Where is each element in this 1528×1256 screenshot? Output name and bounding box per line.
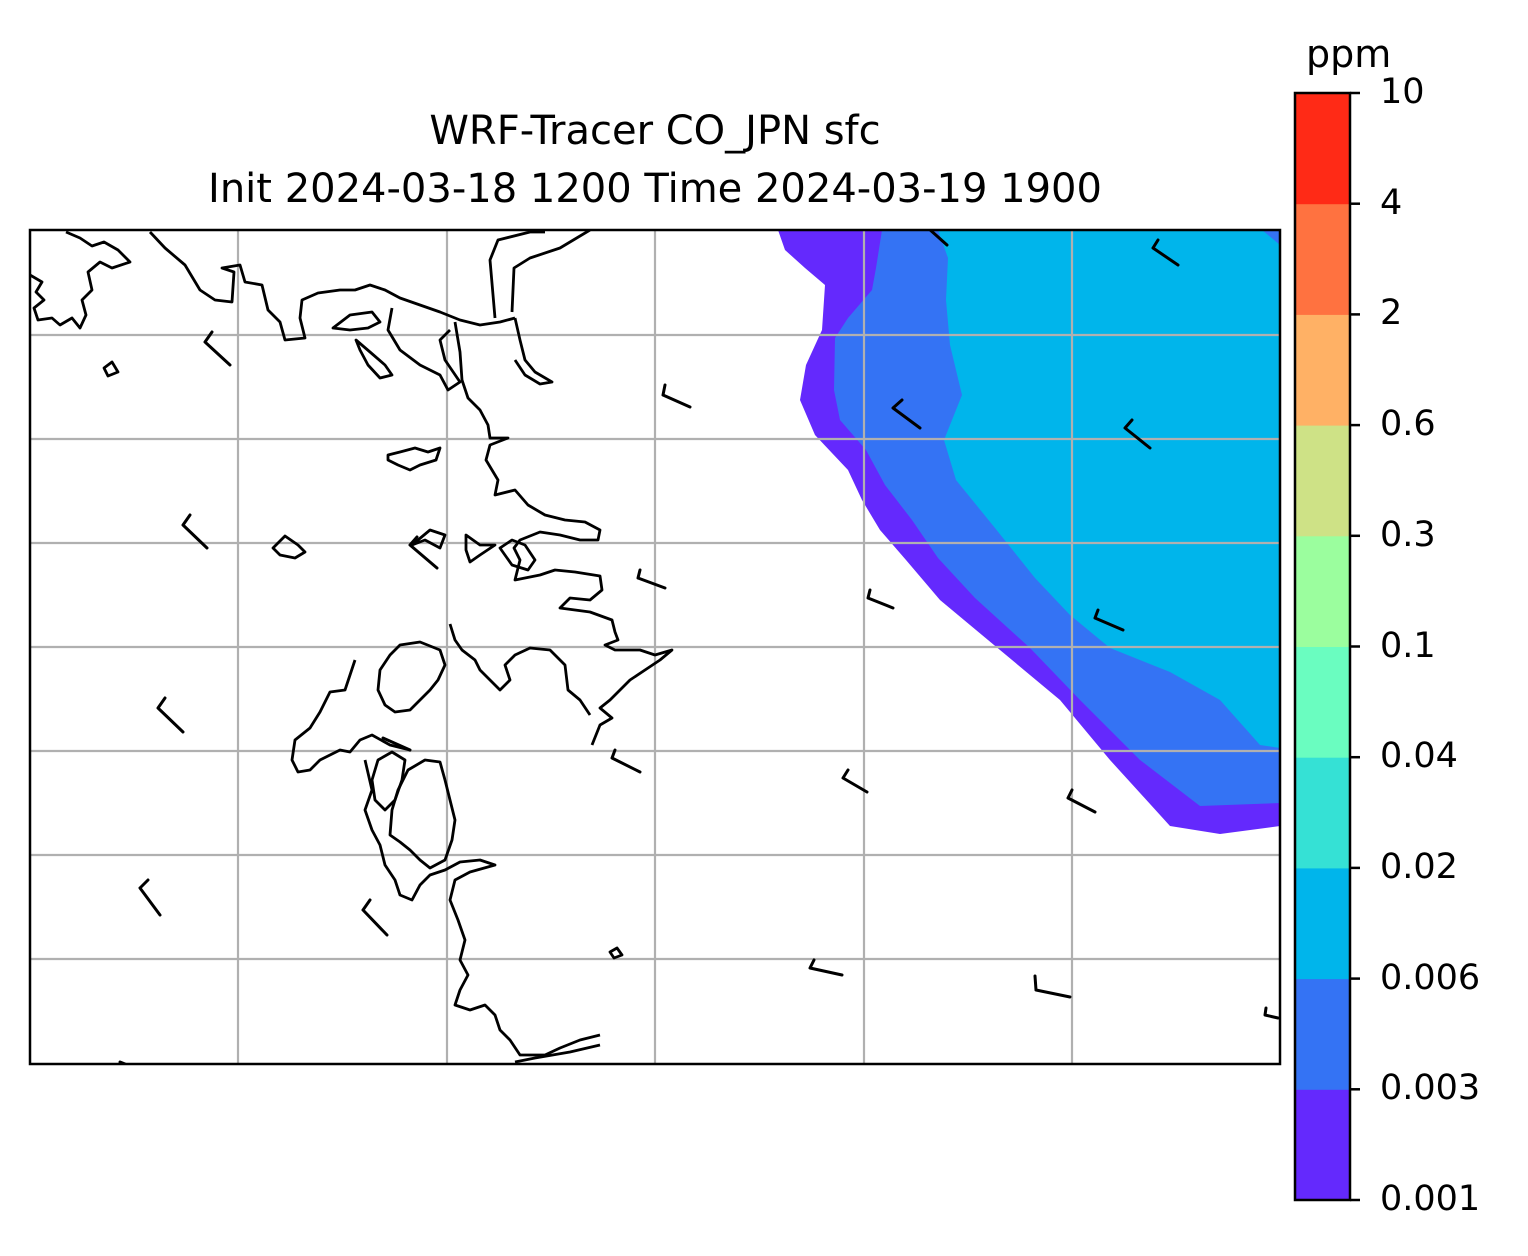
colorbar-tick-label: 0.04 xyxy=(1380,736,1458,777)
map-gridlines xyxy=(30,230,1280,1064)
colorbar-tick-label: 0.006 xyxy=(1380,957,1481,998)
colorbar-segment xyxy=(1295,535,1350,647)
colorbar-segment xyxy=(1295,93,1350,205)
wind-barb-icon xyxy=(118,230,1280,1064)
colorbar-segment xyxy=(1295,425,1350,537)
map-frame xyxy=(28,228,1282,1066)
colorbar-segment xyxy=(1295,646,1350,758)
colorbar-tick-label: 0.6 xyxy=(1380,404,1436,445)
colorbar-segment xyxy=(1295,978,1350,1090)
colorbar-segment xyxy=(1295,867,1350,980)
colorbar-segment xyxy=(1295,1089,1350,1201)
figure-subtitle: Init 2024-03-18 1200 Time 2024-03-19 190… xyxy=(208,166,1102,212)
colorbar-segment xyxy=(1295,203,1350,315)
colorbar-tick-label: 0.02 xyxy=(1380,846,1458,887)
contour-band-3 xyxy=(938,230,1280,748)
colorbar-tick-label: 10 xyxy=(1380,72,1425,112)
colorbar-tick-label: 0.3 xyxy=(1380,514,1436,555)
colorbar-tick-label: 0.001 xyxy=(1380,1179,1481,1219)
colorbar-tick-label: 2 xyxy=(1380,293,1403,334)
colorbar-tick-label: 0.1 xyxy=(1380,625,1436,666)
tracer-contours xyxy=(778,230,1280,834)
coastline-icon xyxy=(30,230,674,1064)
colorbar-segment xyxy=(1295,757,1350,869)
colorbar-unit: ppm xyxy=(1306,32,1392,76)
colorbar-tick-label: 4 xyxy=(1380,182,1403,223)
colorbar-segment xyxy=(1295,314,1350,426)
figure-title: WRF-Tracer CO_JPN sfc xyxy=(429,108,881,154)
colorbar xyxy=(1293,91,1360,1202)
colorbar-tick-label: 0.003 xyxy=(1380,1068,1481,1109)
